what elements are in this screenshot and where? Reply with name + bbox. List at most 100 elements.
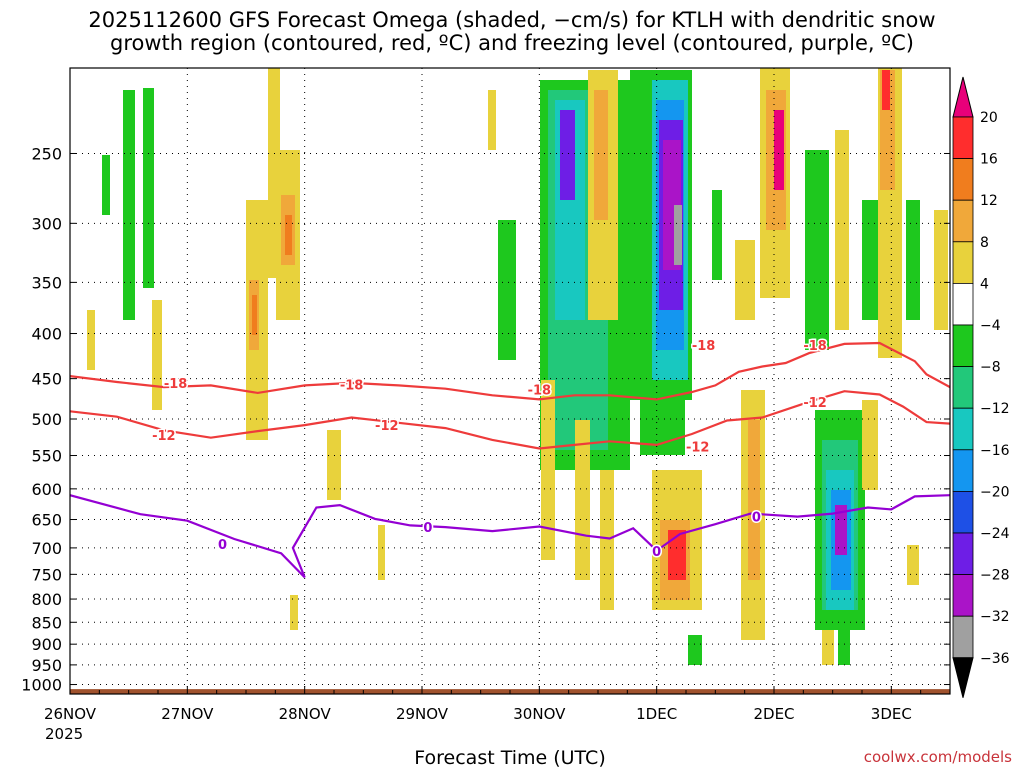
contour-label--18: -18	[692, 339, 716, 354]
omega-cell	[640, 395, 685, 455]
contour-label-0: 0	[652, 545, 661, 560]
colorbar-label: 8	[980, 235, 989, 251]
omega-cell	[838, 630, 850, 665]
colorbar-swatch	[952, 116, 974, 159]
omega-cell	[285, 215, 292, 255]
colorbar-swatch	[952, 449, 974, 492]
omega-cell	[882, 70, 890, 110]
colorbar-label: −8	[980, 360, 1001, 376]
omega-cell	[668, 530, 686, 580]
omega-cell	[594, 90, 608, 220]
omega-cell	[748, 420, 760, 580]
omega-cell	[862, 200, 878, 320]
x-tick-label-1dec: 1DEC	[636, 705, 677, 723]
y-tick-label-450: 450	[31, 370, 62, 389]
chart-title-line-2: growth region (contoured, red, ºC) and f…	[110, 31, 914, 55]
y-tick-label-300: 300	[31, 214, 62, 233]
omega-cell	[488, 90, 496, 150]
y-tick-label-550: 550	[31, 447, 62, 466]
contour-line--12	[70, 390, 950, 450]
omega-cell	[378, 525, 385, 580]
omega-cell	[835, 505, 847, 555]
omega-cell	[290, 595, 298, 630]
omega-cell	[498, 220, 516, 360]
colorbar-label: −20	[980, 484, 1010, 500]
y-tick-label-500: 500	[31, 410, 62, 429]
omega-cell	[327, 430, 341, 500]
colorbar-swatch	[952, 407, 974, 451]
x-tick-label-27nov: 27NOV	[161, 705, 214, 723]
contour-label-0: 0	[423, 521, 432, 536]
contour-label-0: 0	[752, 511, 761, 526]
contour-label--12: -12	[803, 396, 827, 411]
x-tick-label-29nov: 29NOV	[396, 705, 449, 723]
omega-cell	[102, 155, 110, 215]
contour-label--12: -12	[375, 419, 399, 434]
contour-line-0	[70, 494, 950, 579]
contour-line--18	[70, 341, 950, 401]
x-tick-label-26nov: 26NOV	[44, 705, 97, 723]
contour-label--18: -18	[340, 379, 364, 394]
colorbar-swatch	[952, 490, 974, 534]
colorbar-swatch	[952, 574, 974, 617]
colorbar-swatch	[952, 324, 974, 367]
grid	[70, 68, 950, 694]
y-tick-label-700: 700	[31, 539, 62, 558]
y-tick-label-400: 400	[31, 325, 62, 344]
colorbar-label: −4	[980, 318, 1001, 334]
contour-label--12: -12	[152, 429, 176, 444]
x-axis: 26NOV 27NOV 28NOV 29NOV 30NOV 1DEC 2DEC 3DEC	[44, 686, 922, 723]
x-tick-label-28nov: 28NOV	[279, 705, 332, 723]
contour-labels: -18 -18 -18 -18 -18 -12 -12 -12 -12 0 0 0 0	[151, 337, 829, 561]
x-tick-label-2dec: 2DEC	[753, 705, 794, 723]
contour-lines	[70, 341, 950, 579]
colorbar-label: −16	[980, 443, 1010, 459]
colorbar-label: −24	[980, 526, 1010, 542]
x-axis-title: Forecast Time (UTC)	[414, 747, 605, 768]
omega-cell	[712, 190, 722, 280]
omega-cell	[541, 380, 555, 560]
colorbar-swatch	[952, 199, 974, 243]
omega-cell	[805, 150, 829, 350]
y-tick-label-850: 850	[31, 613, 62, 632]
colorbar-label: 4	[980, 276, 989, 292]
omega-cell	[934, 210, 948, 330]
colorbar-swatch	[952, 241, 974, 284]
colorbar-swatch	[952, 282, 974, 326]
y-tick-label-950: 950	[31, 656, 62, 675]
omega-cell	[735, 240, 755, 320]
source-credit: coolwx.com/models	[864, 748, 1012, 766]
omega-cell	[835, 130, 849, 330]
omega-cell	[123, 90, 135, 320]
y-tick-label-250: 250	[31, 144, 62, 163]
contour-label--18: -18	[803, 339, 827, 354]
omega-cell	[600, 470, 614, 610]
colorbar-swatch	[952, 532, 974, 575]
contour-label-0: 0	[218, 538, 227, 553]
colorbar-swatch	[952, 615, 974, 659]
omega-cell	[822, 630, 834, 665]
omega-cell	[152, 300, 162, 410]
omega-cell	[87, 310, 95, 370]
y-tick-label-750: 750	[31, 565, 62, 584]
omega-cell	[774, 110, 784, 190]
colorbar-label: 12	[980, 193, 998, 209]
colorbar-label: 16	[980, 152, 998, 168]
omega-cell	[906, 200, 920, 320]
colorbar-over-triangle	[952, 76, 974, 118]
omega-cell	[688, 635, 702, 665]
x-tick-label-30nov: 30NOV	[513, 705, 566, 723]
chart-title-line-1: 2025112600 GFS Forecast Omega (shaded, −…	[88, 8, 936, 32]
omega-cell	[252, 295, 257, 335]
omega-cell	[143, 88, 154, 288]
colorbar-swatch	[952, 366, 974, 409]
colorbar-label: −12	[980, 401, 1010, 417]
omega-cell	[862, 400, 878, 490]
contour-label--18: -18	[164, 377, 188, 392]
omega-cell	[575, 420, 590, 580]
y-tick-label-1000: 1000	[21, 676, 62, 695]
contour-label--18: -18	[528, 384, 552, 399]
contour-label--12: -12	[686, 440, 710, 455]
omega-cell	[674, 205, 682, 265]
colorbar-label: 20	[980, 110, 998, 126]
